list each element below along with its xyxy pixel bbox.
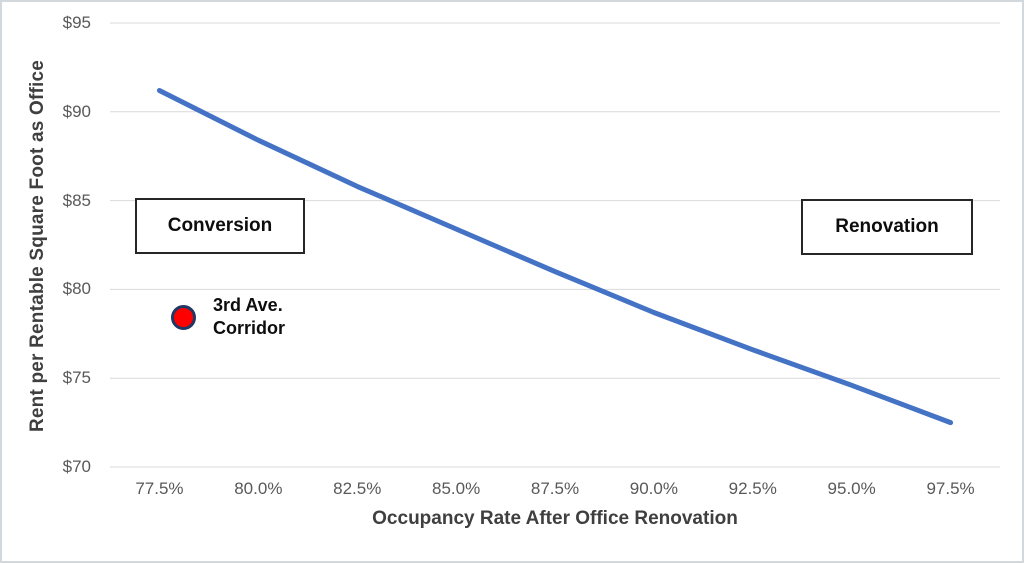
x-tick-labels: 77.5% 80.0% 82.5% 85.0% 87.5% 90.0% 92.5% 95.0%… [2, 479, 1022, 503]
x-axis-title: Occupancy Rate After Office Renovation [372, 508, 738, 529]
y-tick-label: $95 [62, 13, 91, 32]
conversion-callout-label: Conversion [167, 215, 273, 236]
x-tick-label: 80.0% [234, 479, 283, 498]
x-tick-label: 85.0% [432, 479, 481, 498]
y-tick-label: $80 [62, 279, 91, 299]
x-tick-label: 92.5% [728, 479, 777, 498]
x-tick-label: 82.5% [333, 479, 382, 498]
x-tick-label: 90.0% [629, 479, 678, 498]
renovation-callout: Renovation [801, 199, 973, 255]
y-tick-label: $85 [62, 190, 91, 210]
marker-label: 3rd Ave. Corridor [213, 295, 285, 338]
x-tick-label: 95.0% [827, 479, 876, 498]
y-tick-labels: $95 $90 $85 $80 $75 $70 [2, 2, 96, 561]
y-tick-label: $90 [62, 101, 91, 121]
y-tick-label: $70 [62, 457, 91, 476]
x-tick-label: 77.5% [135, 479, 184, 498]
trend-line [156, 88, 954, 426]
x-tick-label: 87.5% [530, 479, 580, 498]
y-tick-label: $75 [62, 368, 91, 388]
renovation-callout-label: Renovation [835, 216, 939, 237]
conversion-callout: Conversion [135, 198, 305, 254]
x-tick-label: 97.5% [926, 479, 975, 498]
marker-dot [170, 305, 196, 331]
